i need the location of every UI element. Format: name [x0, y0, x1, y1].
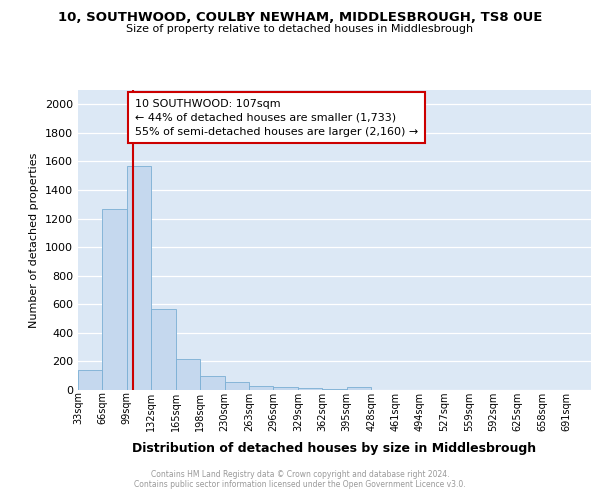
Bar [224, 382, 249, 390]
Text: 10 SOUTHWOOD: 107sqm
← 44% of detached houses are smaller (1,733)
55% of semi-de: 10 SOUTHWOOD: 107sqm ← 44% of detached h… [135, 98, 418, 136]
Text: Size of property relative to detached houses in Middlesbrough: Size of property relative to detached ho… [127, 24, 473, 34]
Bar [200, 376, 224, 390]
Bar [249, 386, 274, 390]
Bar [78, 370, 103, 390]
Text: Contains HM Land Registry data © Crown copyright and database right 2024.
Contai: Contains HM Land Registry data © Crown c… [134, 470, 466, 489]
Bar [127, 166, 151, 390]
Bar [176, 358, 200, 390]
Text: 10, SOUTHWOOD, COULBY NEWHAM, MIDDLESBROUGH, TS8 0UE: 10, SOUTHWOOD, COULBY NEWHAM, MIDDLESBRO… [58, 11, 542, 24]
Bar [151, 308, 176, 390]
X-axis label: Distribution of detached houses by size in Middlesbrough: Distribution of detached houses by size … [133, 442, 536, 455]
Bar [347, 387, 371, 390]
Bar [274, 387, 298, 390]
Bar [103, 208, 127, 390]
Bar [322, 388, 347, 390]
Bar [298, 388, 322, 390]
Y-axis label: Number of detached properties: Number of detached properties [29, 152, 40, 328]
